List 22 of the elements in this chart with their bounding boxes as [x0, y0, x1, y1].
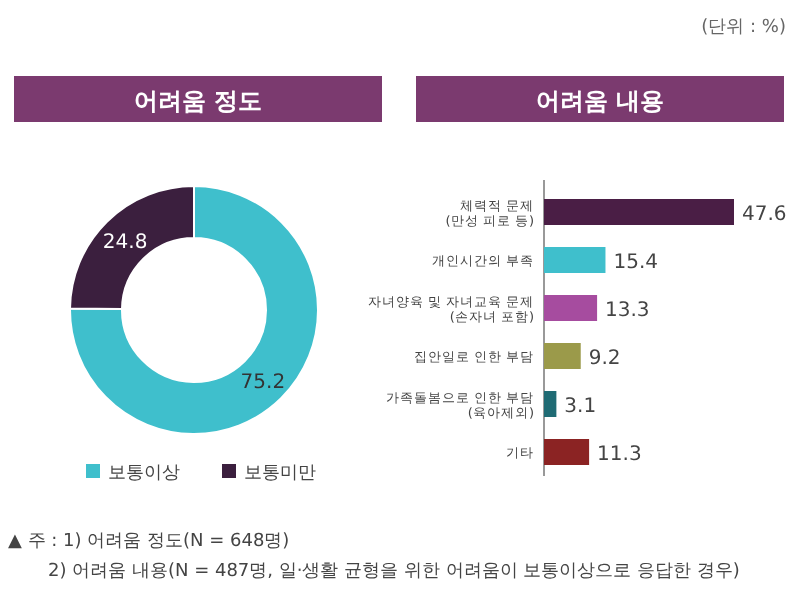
text: ▲ 주 : 1) 어려움 정도(N = 648명) — [8, 532, 290, 552]
text: (단위 : %) — [701, 18, 786, 38]
data-label: 75.2 — [240, 371, 286, 394]
bar — [544, 199, 734, 225]
bar — [544, 439, 590, 465]
data-label: 9.2 — [588, 348, 621, 370]
data-label: 3.1 — [564, 396, 597, 418]
data-label: 13.3 — [605, 300, 650, 322]
chart-title: 어려움 내용 — [535, 87, 665, 115]
chart-title: 어려움 정도 — [133, 87, 263, 115]
bar — [544, 247, 606, 273]
donut-slice — [69, 185, 319, 435]
text: 2) 어려움 내용(N = 487명, 일·생활 균형을 위한 어려움이 보통이상으로 응답한 경우) — [48, 562, 740, 582]
data-label: 47.6 — [742, 204, 787, 226]
legend-label: 보통미만 — [244, 464, 316, 484]
data-label: 11.3 — [597, 444, 642, 466]
data-label: 24.8 — [102, 232, 148, 255]
bar — [544, 343, 581, 369]
bar — [544, 295, 598, 321]
bar — [544, 391, 557, 417]
legend-label: 보통이상 — [108, 464, 180, 484]
data-label: 15.4 — [613, 252, 658, 274]
